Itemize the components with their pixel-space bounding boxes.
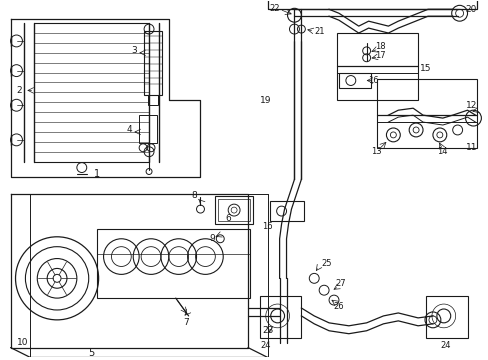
- Text: 5: 5: [88, 347, 95, 357]
- Text: 26: 26: [333, 302, 344, 311]
- Text: 14: 14: [437, 147, 447, 156]
- Text: 3: 3: [131, 46, 137, 55]
- Text: 23: 23: [262, 326, 273, 335]
- Bar: [148, 95, 158, 105]
- Bar: [338, 73, 370, 89]
- Bar: [425, 296, 467, 338]
- Bar: [215, 196, 252, 224]
- Bar: [269, 201, 304, 221]
- Text: 15: 15: [419, 64, 431, 73]
- Text: 22: 22: [269, 4, 279, 13]
- Text: 16: 16: [367, 76, 378, 85]
- Text: 17: 17: [374, 51, 385, 60]
- Bar: [97, 229, 249, 298]
- Bar: [144, 31, 162, 95]
- Text: 1: 1: [93, 170, 100, 180]
- Text: 11: 11: [465, 143, 476, 152]
- Text: 27: 27: [335, 279, 346, 288]
- Text: 24: 24: [440, 341, 450, 350]
- Text: 10: 10: [17, 338, 28, 347]
- Text: 13: 13: [370, 147, 381, 156]
- Text: 16: 16: [262, 222, 272, 231]
- Bar: [336, 33, 417, 100]
- Text: 12: 12: [465, 101, 476, 110]
- Text: 8: 8: [191, 191, 197, 200]
- Text: 21: 21: [314, 27, 324, 36]
- Text: 24: 24: [260, 341, 270, 350]
- Text: 9: 9: [209, 234, 215, 243]
- Bar: [376, 78, 476, 148]
- Bar: [139, 115, 157, 143]
- Bar: [259, 296, 301, 338]
- Bar: [218, 199, 249, 221]
- Text: 18: 18: [374, 42, 385, 51]
- Bar: [267, 0, 476, 9]
- Text: 2: 2: [17, 86, 22, 95]
- Text: 6: 6: [225, 215, 231, 224]
- Text: 20: 20: [465, 5, 476, 14]
- Text: 19: 19: [260, 96, 271, 105]
- Text: 25: 25: [321, 259, 332, 268]
- Text: 7: 7: [183, 318, 188, 327]
- Text: 4: 4: [126, 126, 132, 135]
